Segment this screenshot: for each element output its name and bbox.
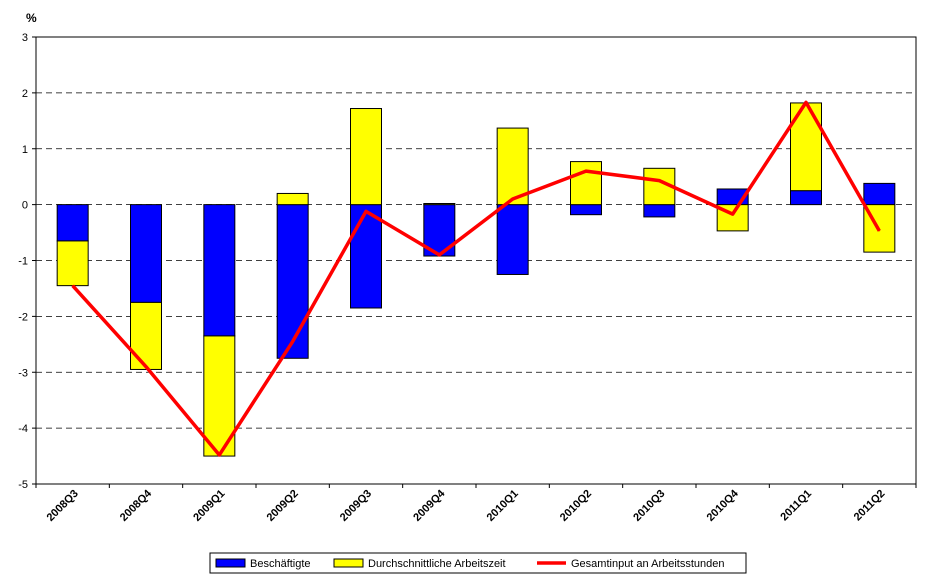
x-tick-label: 2011Q2 — [852, 488, 888, 524]
x-tick-label: 2009Q1 — [191, 488, 227, 524]
legend-label: Durchschnittliche Arbeitszeit — [368, 558, 506, 570]
line-point — [658, 180, 660, 182]
bar-beschaeftigte — [203, 204, 236, 337]
legend-label: Beschäftigte — [250, 558, 311, 570]
x-tick-label: 2009Q2 — [265, 488, 301, 524]
bar-arbeitszeit — [130, 301, 162, 370]
gridlines — [35, 36, 917, 485]
y-tick-label: 1 — [22, 144, 28, 156]
bar-arbeitszeit — [350, 108, 382, 206]
y-tick-label: 2 — [22, 88, 28, 100]
line-series — [71, 100, 881, 457]
legend-box — [209, 552, 747, 574]
x-tick-label: 2010Q2 — [558, 488, 594, 524]
line-point — [292, 341, 294, 343]
y-tick-label: 3 — [22, 32, 28, 44]
line-point — [218, 454, 220, 456]
bar-arbeitszeit — [276, 192, 309, 206]
line-point — [438, 254, 440, 256]
series-line-gesamtinput — [71, 100, 881, 457]
bar-arbeitszeit — [56, 240, 89, 287]
y-tick-label: -5 — [18, 479, 28, 491]
legend-label: Gesamtinput an Arbeitsstunden — [571, 558, 724, 570]
bars — [56, 102, 896, 457]
bar-beschaeftigte — [570, 204, 602, 216]
y-axis-label: % — [26, 11, 37, 25]
x-tick-label: 2010Q3 — [631, 488, 667, 524]
x-tick-label: 2009Q3 — [338, 488, 374, 524]
x-tick-label: 2008Q3 — [45, 488, 81, 524]
bar-arbeitszeit — [423, 203, 456, 206]
legend: Beschäftigte Durchschnittliche Arbeitszei… — [209, 552, 747, 574]
bar-beschaeftigte — [350, 204, 382, 309]
y-tick-label: -3 — [18, 367, 28, 379]
line-point — [805, 101, 807, 103]
line-point — [72, 285, 74, 287]
line-point — [878, 230, 880, 232]
line-point — [732, 213, 734, 215]
x-tick-label: 2011Q1 — [778, 488, 814, 524]
bar-beschaeftigte — [790, 190, 822, 206]
y-tick-label: 0 — [22, 200, 28, 212]
legend-swatch — [333, 558, 364, 568]
line-point — [512, 198, 514, 200]
x-tick-label: 2010Q4 — [705, 487, 742, 524]
y-tick-label: -1 — [18, 256, 28, 268]
bar-beschaeftigte — [276, 204, 309, 359]
bar-beschaeftigte — [496, 204, 529, 275]
legend-swatch — [215, 558, 246, 568]
y-tick-label: -2 — [18, 311, 28, 323]
bar-beschaeftigte — [863, 182, 896, 206]
x-tick-label: 2010Q1 — [485, 488, 521, 524]
bar-arbeitszeit — [570, 161, 602, 206]
x-tick-label: 2009Q4 — [411, 487, 448, 524]
line-point — [585, 170, 587, 172]
bar-beschaeftigte — [130, 204, 162, 303]
bar-beschaeftigte — [56, 204, 89, 242]
bar-arbeitszeit — [496, 127, 529, 206]
line-point — [365, 210, 367, 212]
line-point — [145, 366, 147, 368]
x-tick-label: 2008Q4 — [118, 487, 155, 524]
bar-beschaeftigte — [643, 204, 676, 218]
y-tick-label: -4 — [18, 423, 28, 435]
